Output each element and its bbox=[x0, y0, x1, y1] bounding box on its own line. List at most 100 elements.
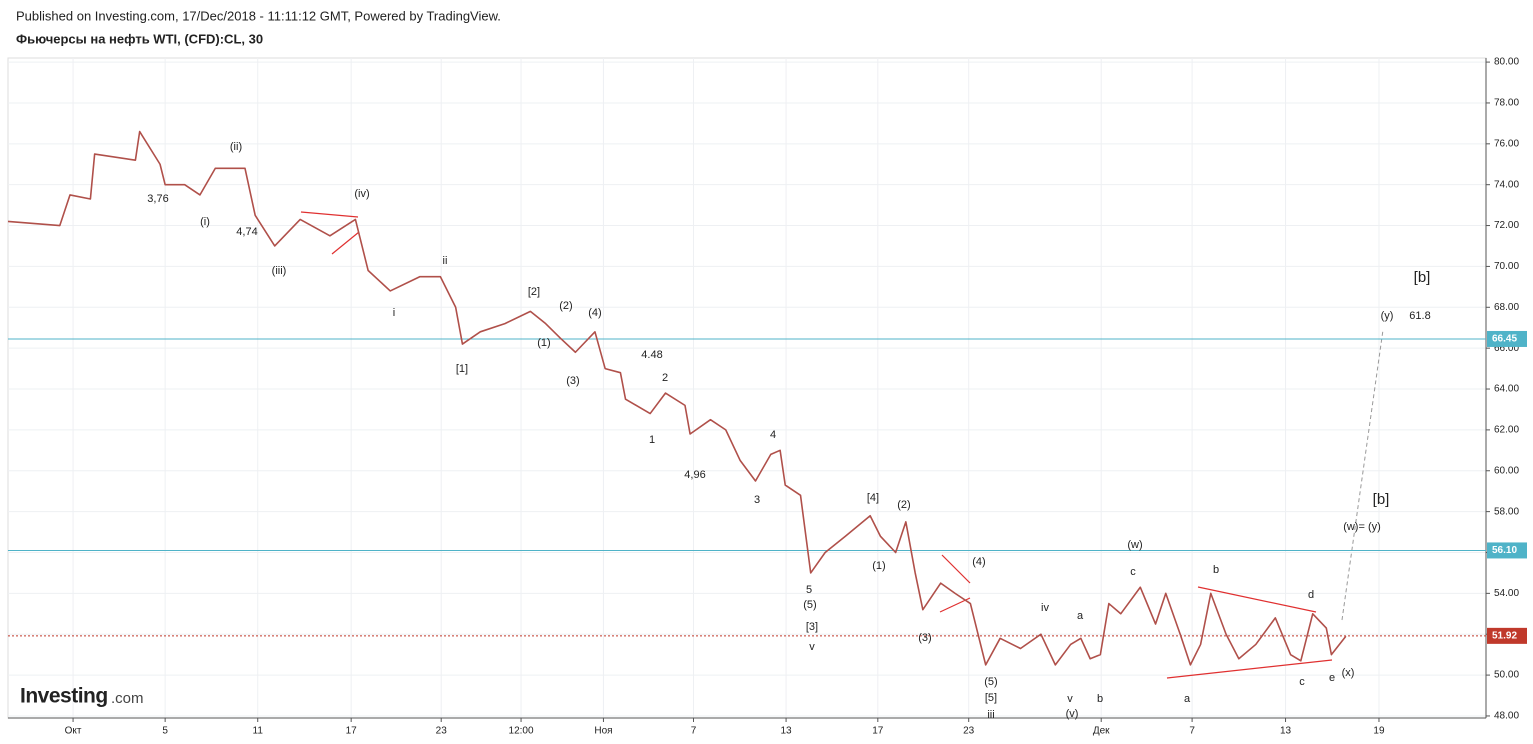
wave-label: [5] bbox=[985, 692, 997, 704]
wave-label: c bbox=[1130, 566, 1136, 578]
x-tick-label: 17 bbox=[872, 726, 884, 737]
wave-label: (2) bbox=[559, 300, 572, 312]
wave-label: (4) bbox=[588, 307, 601, 319]
wave-label: iii bbox=[987, 709, 994, 721]
y-tick-label: 78.00 bbox=[1494, 98, 1519, 109]
trend-line bbox=[331, 231, 360, 255]
y-tick-label: 74.00 bbox=[1494, 179, 1519, 190]
instrument-title: Фьючерсы на нефть WTI, (CFD):CL, 30 bbox=[16, 31, 263, 46]
wave-label: [b] bbox=[1414, 269, 1431, 286]
logo-text: Investing bbox=[20, 685, 108, 708]
x-tick-label: Окт bbox=[65, 726, 82, 737]
grid bbox=[8, 58, 1486, 718]
x-tick-label: 23 bbox=[436, 726, 448, 737]
wave-label: (v) bbox=[1066, 708, 1079, 720]
wave-label: (ii) bbox=[230, 141, 242, 153]
wave-label: 5 bbox=[806, 584, 812, 596]
y-tick-label: 68.00 bbox=[1494, 302, 1519, 313]
y-tick-label: 58.00 bbox=[1494, 506, 1519, 517]
wave-label: iv bbox=[1041, 602, 1049, 614]
wave-label: (iv) bbox=[354, 188, 369, 200]
wave-label: v bbox=[809, 641, 815, 653]
wave-label: b bbox=[1097, 693, 1103, 705]
wave-label: a bbox=[1184, 693, 1191, 705]
trend-line bbox=[300, 211, 359, 218]
wave-label: (5) bbox=[984, 676, 997, 688]
x-tick-label: 23 bbox=[963, 726, 975, 737]
x-tick-label: 7 bbox=[691, 726, 697, 737]
level-label-box bbox=[1487, 330, 1527, 347]
y-tick-label: 70.00 bbox=[1494, 261, 1519, 272]
projection-line bbox=[1341, 329, 1384, 621]
wave-label: c bbox=[1299, 676, 1305, 688]
wave-label: [2] bbox=[528, 286, 540, 298]
wave-label: d bbox=[1308, 589, 1314, 601]
wave-label: [b] bbox=[1373, 491, 1390, 508]
wave-label: 4,74 bbox=[236, 226, 257, 238]
trend-line bbox=[1197, 586, 1317, 613]
wave-label: a bbox=[1077, 610, 1084, 622]
wave-label: (1) bbox=[537, 337, 550, 349]
level-label-box bbox=[1487, 627, 1527, 644]
x-tick-label: 11 bbox=[253, 726, 264, 737]
wave-label: v bbox=[1067, 693, 1073, 705]
y-tick-label: 62.00 bbox=[1494, 425, 1519, 436]
wave-label: e bbox=[1329, 672, 1335, 684]
wave-label: [1] bbox=[456, 363, 468, 375]
wave-label: b bbox=[1213, 564, 1219, 576]
x-tick-label: 5 bbox=[162, 726, 168, 737]
published-note: Published on Investing.com, 17/Dec/2018 … bbox=[16, 8, 501, 23]
wave-label: (1) bbox=[872, 560, 885, 572]
wave-label: ii bbox=[443, 255, 448, 267]
x-tick-label: Ноя bbox=[594, 726, 612, 737]
x-tick-label: 13 bbox=[1280, 726, 1292, 737]
wave-label: (iii) bbox=[272, 265, 287, 277]
wave-label: 4.48 bbox=[641, 349, 662, 361]
wave-label: (w)= (y) bbox=[1343, 521, 1381, 533]
wave-label: 4 bbox=[770, 429, 776, 441]
y-tick-label: 66.00 bbox=[1494, 343, 1519, 354]
y-tick-label: 60.00 bbox=[1494, 465, 1519, 476]
wave-label: 1 bbox=[649, 434, 655, 446]
wave-label: 2 bbox=[662, 372, 668, 384]
wave-label: (3) bbox=[918, 632, 931, 644]
wave-label: [3] bbox=[806, 621, 818, 633]
wave-label: 61.8 bbox=[1409, 310, 1430, 322]
wave-label: (4) bbox=[972, 556, 985, 568]
wave-label: (5) bbox=[803, 599, 816, 611]
wave-label: (i) bbox=[200, 216, 210, 228]
trend-line bbox=[1166, 659, 1333, 679]
wave-label: (w) bbox=[1127, 539, 1142, 551]
level-label: 51.92 bbox=[1492, 630, 1517, 641]
wave-label: 4,96 bbox=[684, 469, 705, 481]
level-label-box bbox=[1487, 542, 1527, 559]
x-tick-label: 13 bbox=[781, 726, 793, 737]
wave-label: 3,76 bbox=[147, 193, 168, 205]
y-tick-label: 50.00 bbox=[1494, 670, 1519, 681]
y-tick-label: 76.00 bbox=[1494, 138, 1519, 149]
wave-label: (3) bbox=[566, 375, 579, 387]
y-tick-label: 64.00 bbox=[1494, 384, 1519, 395]
logo: Investing .com bbox=[20, 685, 144, 708]
y-tick-label: 48.00 bbox=[1494, 711, 1519, 722]
x-tick-label: Дек bbox=[1093, 726, 1110, 737]
x-tick-label: 19 bbox=[1373, 726, 1385, 737]
wave-label: (2) bbox=[897, 499, 910, 511]
y-tick-label: 54.00 bbox=[1494, 588, 1519, 599]
logo-suffix: .com bbox=[111, 690, 144, 707]
wave-label: (y) bbox=[1381, 310, 1394, 322]
level-label: 56.10 bbox=[1492, 545, 1517, 556]
wave-label: [4] bbox=[867, 492, 879, 504]
wave-label: 3 bbox=[754, 494, 760, 506]
wave-label: (x) bbox=[1342, 667, 1355, 679]
x-tick-label: 12:00 bbox=[509, 726, 534, 737]
y-tick-label: 72.00 bbox=[1494, 220, 1519, 231]
y-tick-label: 80.00 bbox=[1494, 57, 1519, 68]
trend-line bbox=[941, 554, 971, 584]
wave-label: i bbox=[393, 307, 395, 319]
x-tick-label: 7 bbox=[1189, 726, 1195, 737]
price-line bbox=[7, 130, 1347, 666]
plot-frame bbox=[7, 57, 1487, 719]
level-label: 66.45 bbox=[1492, 334, 1517, 345]
